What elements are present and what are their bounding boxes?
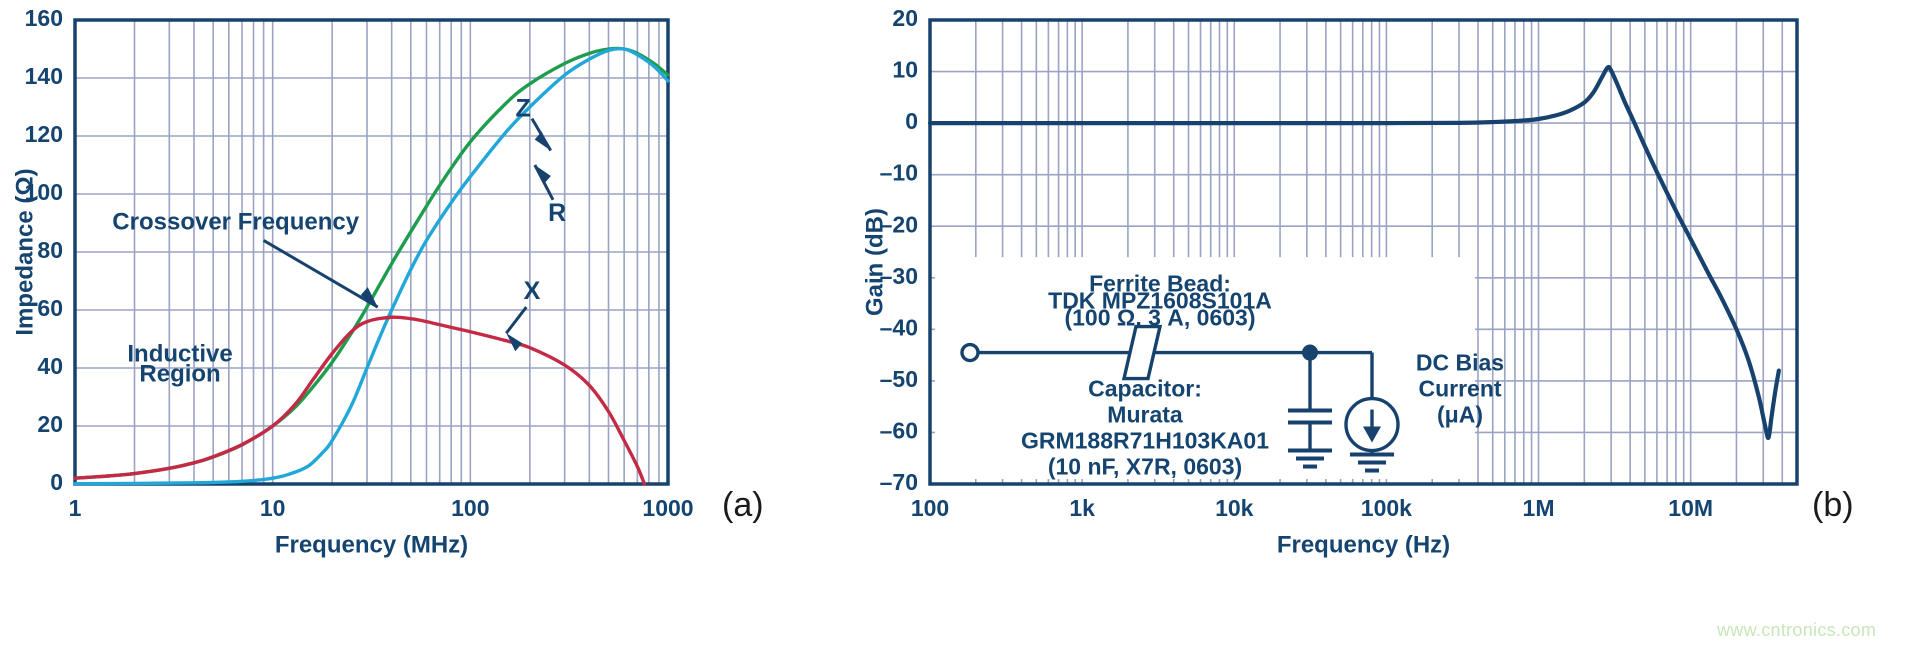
inset-capacitor-brand: Murata [1107, 402, 1183, 428]
xtick-label-b: 1k [1069, 495, 1095, 521]
ytick-label-a: 140 [25, 63, 63, 89]
series-label-x: X [524, 277, 541, 305]
ytick-label-b: –60 [880, 418, 918, 444]
xtick-label-a: 100 [451, 495, 489, 521]
inset-source-arrow-head [1363, 426, 1381, 443]
inset-capacitor-part: GRM188R71H103KA01 [1021, 428, 1269, 454]
chart-panel-b: 100 1k 10k 100k 1M 10M20100–10–20–30–40–50–60… [861, 5, 1799, 558]
panel-caption-a: (a) [722, 486, 764, 524]
ytick-label-b: –40 [880, 314, 918, 340]
series-line-r [73, 46, 670, 486]
series-line-z [73, 46, 670, 480]
ytick-label-b: 10 [892, 57, 918, 83]
x-arrow-line [505, 306, 528, 335]
ytick-label-a: 60 [37, 295, 63, 321]
inset-capacitor-spec: (10 nF, X7R, 0603) [1048, 454, 1242, 480]
r-arrow-head [534, 165, 551, 184]
ytick-label-a: 120 [25, 121, 63, 147]
ytick-label-a: 0 [50, 469, 63, 495]
ytick-label-b: –70 [880, 469, 918, 495]
xtick-label-b: 100k [1361, 495, 1412, 521]
crossover-arrow-line [262, 239, 379, 309]
series-line-x [73, 315, 647, 486]
ytick-label-b: 20 [892, 5, 918, 31]
series-line-gain [927, 64, 1781, 441]
ytick-label-b: –50 [880, 366, 918, 392]
chart-panel-a: 1 10 100 1000 0 20 40 60 80 100 120 140 160 Frequency… [11, 5, 693, 558]
inset-capacitor-title: Capacitor: [1088, 376, 1202, 402]
xtick-label-a: 1000 [642, 495, 693, 521]
ytick-label-a: 40 [37, 353, 63, 379]
ytick-label-b: –30 [880, 263, 918, 289]
inset-ferrite-bead-title: Ferrite Bead: [1089, 271, 1231, 297]
series-label-z: Z [516, 95, 531, 123]
annotation-crossover-frequency: Crossover Frequency [112, 208, 359, 235]
inset-dc-bias-line2: Current [1418, 376, 1501, 402]
inset-ferrite-bead-symbol [1121, 324, 1163, 381]
grid-lines-a [74, 20, 669, 484]
ytick-label-a: 20 [37, 411, 63, 437]
inset-ferrite-bead-part: TDK MPZ1608S101A [1048, 288, 1272, 314]
panel-caption-b: (b) [1812, 486, 1854, 524]
ytick-label-b: 0 [905, 108, 918, 134]
ytick-label-b: –20 [880, 211, 918, 237]
x-axis-title-a: Frequency (MHz) [275, 531, 468, 558]
inset-dc-bias-line3: (μA) [1437, 402, 1483, 428]
annotation-inductive-region-line1: Inductive [127, 340, 232, 367]
plot-frame-b [928, 18, 1799, 486]
inset-schematic: Ferrite Bead:TDK MPZ1608S101A(100 Ω, 3 A… [960, 271, 1504, 480]
plot-frame-a [73, 18, 670, 486]
inset-input-terminal [960, 342, 980, 363]
series-label-r: R [548, 199, 566, 227]
xtick-label-b: 10k [1215, 495, 1254, 521]
ytick-label-a: 100 [25, 179, 63, 205]
ytick-label-a: 160 [25, 5, 63, 31]
x-arrow-head [506, 333, 523, 352]
xtick-label-a: 10 [260, 495, 286, 521]
inset-dc-bias-line1: DC Bias [1416, 350, 1504, 376]
ytick-label-a: 80 [37, 237, 63, 263]
ytick-label-b: –10 [880, 160, 918, 186]
annotation-inductive-region-line2: Region [139, 361, 220, 388]
crossover-arrow-head [360, 287, 378, 308]
y-axis-title-a: Impedance (Ω) [11, 168, 38, 335]
xtick-label-a: 1 [69, 495, 82, 521]
xtick-label-b: 10M [1668, 495, 1713, 521]
x-axis-title-b: Frequency (Hz) [1277, 531, 1450, 558]
y-axis-title-b: Gain (dB) [861, 208, 888, 316]
watermark: www.cntronics.com [1717, 620, 1877, 640]
xtick-label-b: 100 [911, 495, 949, 521]
z-arrow-head [534, 131, 551, 151]
xtick-label-b: 1M [1523, 495, 1555, 521]
